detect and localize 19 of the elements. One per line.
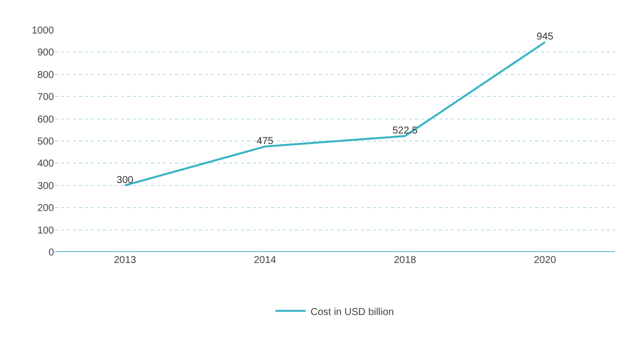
y-tick-label: 500	[37, 136, 54, 148]
data-label: 945	[536, 32, 554, 43]
y-tick-label: 800	[37, 70, 54, 81]
y-tick-label: 0	[48, 248, 54, 258]
y-tick-label: 200	[37, 203, 54, 214]
y-tick-label: 900	[37, 48, 54, 59]
data-label: 300	[116, 174, 134, 186]
x-tick-label: 2020	[534, 255, 557, 266]
x-tick-label: 2013	[114, 255, 137, 266]
data-label: 475	[256, 136, 274, 148]
x-tick-label: 2018	[394, 255, 417, 266]
y-tick-label: 300	[37, 180, 54, 192]
x-tick-label: 2014	[254, 255, 277, 266]
y-tick-label: 700	[37, 92, 54, 104]
y-tick-label: 1000	[32, 26, 54, 36]
y-tick-label: 400	[37, 158, 54, 170]
legend-label: Cost in USD billion	[310, 306, 394, 318]
y-tick-label: 100	[37, 225, 54, 236]
y-tick-label: 600	[37, 114, 54, 126]
